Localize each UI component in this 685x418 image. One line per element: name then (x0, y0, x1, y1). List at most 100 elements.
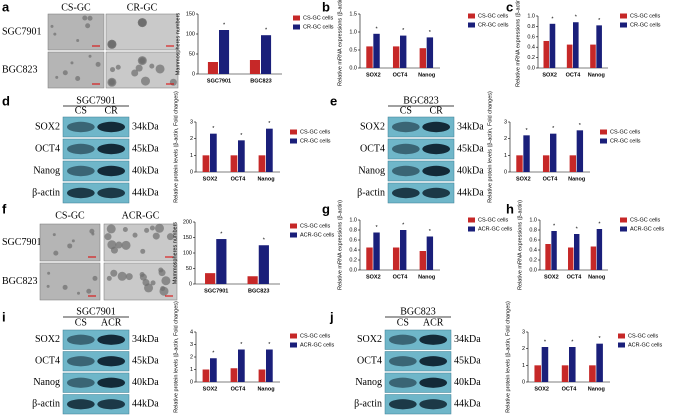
y-tick-label: 2 (190, 136, 193, 142)
bar (400, 35, 407, 68)
bar (568, 247, 574, 270)
blot-band (391, 187, 420, 199)
legend-swatch (620, 217, 627, 223)
y-tick-label: 0.5 (349, 47, 357, 53)
protein-label: Nanog (33, 165, 60, 176)
y-axis-label: Mammospheres numbers (175, 13, 181, 76)
bar (545, 244, 551, 270)
y-tick-label: 1.5 (349, 11, 357, 17)
blot-band (97, 334, 126, 345)
significance-mark: * (212, 351, 215, 357)
bar (561, 365, 569, 382)
bar (202, 155, 210, 172)
legend-swatch (468, 217, 475, 223)
cell-sphere (70, 61, 74, 65)
bar (551, 231, 557, 270)
image-column-label: ACR-GC (122, 210, 160, 221)
y-axis-label: Relative protein levels (β-actin, Fold c… (487, 91, 493, 203)
lane-label: ACR (101, 317, 122, 328)
micrograph (39, 262, 101, 301)
legend-label: ACR-GC cells (628, 342, 662, 348)
bar (249, 60, 260, 74)
legend-label: CS-GC cells (610, 129, 641, 135)
significance-mark: * (525, 128, 528, 134)
legend-label: CR-GC cells (303, 24, 334, 30)
cell-sphere (106, 224, 116, 234)
cell-sphere (155, 64, 165, 74)
legend-swatch (290, 232, 297, 238)
cell-sphere (158, 269, 166, 277)
significance-mark: * (429, 30, 432, 36)
blot-band (422, 187, 451, 199)
protein-label: SOX2 (360, 121, 385, 132)
cell-sphere (53, 32, 57, 36)
blot-band (66, 334, 95, 345)
cell-sphere (160, 286, 166, 292)
bar (419, 251, 427, 270)
significance-mark: * (544, 339, 547, 345)
cell-sphere (152, 232, 160, 240)
cell-sphere (88, 54, 92, 58)
y-tick-label: 0.2 (529, 257, 537, 263)
bar (569, 155, 577, 172)
blot-band (388, 356, 417, 367)
legend-swatch (600, 129, 607, 135)
cell-sphere (135, 64, 143, 72)
x-tick-label: Nanog (568, 176, 585, 182)
blot-band (422, 121, 451, 133)
x-tick-label: Nanog (588, 72, 605, 78)
cell-sphere (86, 288, 92, 294)
bar (573, 22, 579, 69)
y-tick-label: 1.0 (349, 29, 357, 35)
cell-sphere (115, 64, 121, 70)
y-tick-label: 3 (504, 119, 507, 125)
legend-label: CS-GC cells (478, 217, 509, 223)
y-tick-label: 100 (186, 31, 195, 37)
x-tick-label: SOX2 (544, 274, 559, 280)
blot-band (388, 377, 417, 388)
bar (589, 365, 596, 382)
bar (207, 62, 218, 74)
cell-sphere (117, 271, 127, 281)
blot-band (419, 399, 448, 410)
panel-label: c (506, 0, 513, 14)
lane-label: CS (75, 317, 87, 328)
image-column-label: CR-GC (127, 2, 158, 13)
bar (596, 229, 603, 270)
cell-sphere (150, 280, 156, 286)
cell-sphere (169, 78, 177, 86)
size-label: 45kDa (454, 356, 481, 367)
cell-sphere (55, 75, 59, 79)
x-tick-label: OCT4 (393, 72, 409, 78)
legend-label: ACR-GC cells (630, 226, 664, 232)
bar (566, 44, 573, 68)
protein-label: Nanog (355, 377, 382, 388)
y-tick-label: 0 (190, 169, 193, 175)
cell-sphere (140, 248, 146, 254)
size-label: 44kDa (454, 399, 481, 410)
blot-band (97, 165, 126, 177)
significance-mark: * (268, 121, 271, 127)
blot-band (97, 121, 126, 133)
x-tick-label: BGC823 (250, 78, 271, 84)
size-label: 34kDa (454, 334, 481, 345)
cell-sphere (166, 233, 174, 241)
lane-label: ACR (423, 317, 444, 328)
blot-title: BGC823 (403, 95, 439, 106)
panel-label: h (506, 201, 514, 216)
cell-sphere (76, 291, 80, 295)
cell-sphere (139, 58, 145, 64)
y-tick-label: 1.0 (527, 13, 535, 19)
bar (266, 349, 273, 382)
legend-swatch (293, 24, 300, 30)
size-label: 40kDa (457, 165, 484, 176)
legend-label: CS-GC cells (300, 129, 331, 135)
y-tick-label: 4 (190, 329, 193, 335)
size-label: 40kDa (132, 377, 159, 388)
significance-mark: * (552, 126, 555, 132)
panel-label: b (322, 0, 330, 14)
panel-label: e (330, 93, 337, 108)
y-tick-label: 3 (522, 329, 525, 335)
cell-sphere (138, 19, 146, 27)
